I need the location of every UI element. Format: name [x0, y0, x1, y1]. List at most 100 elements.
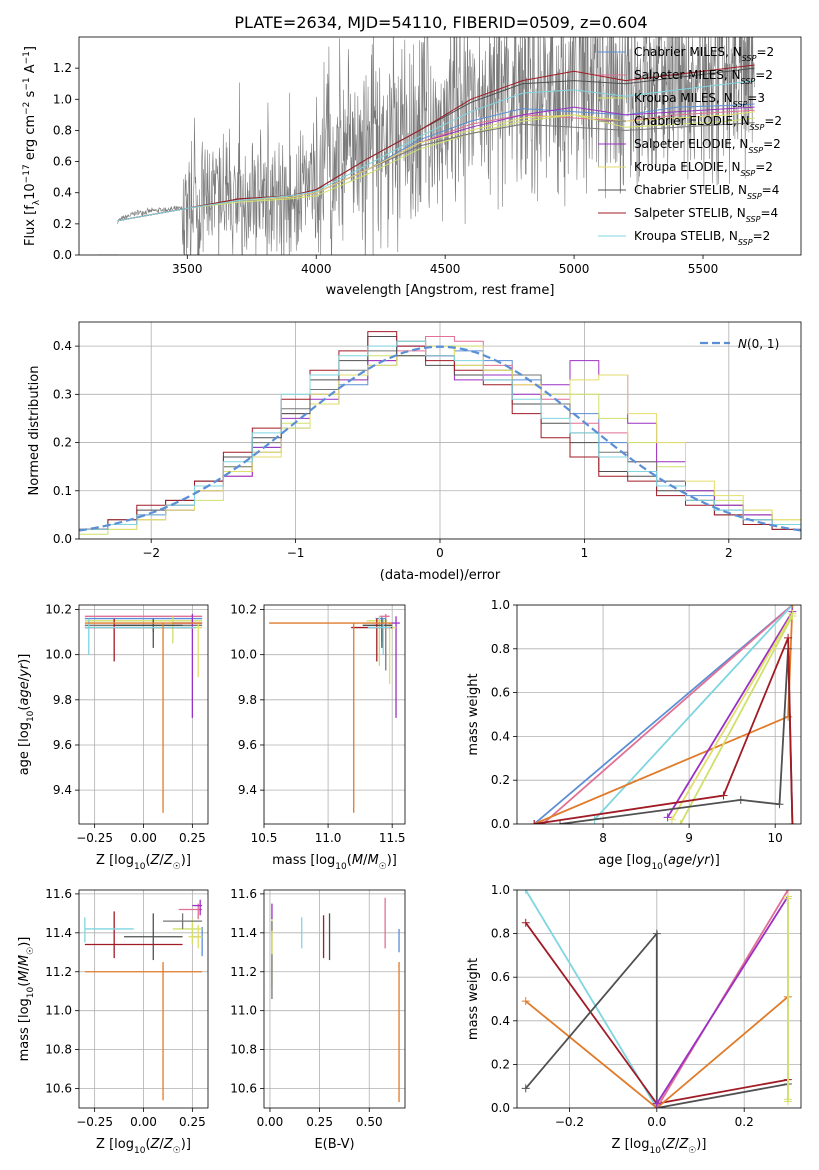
panel-mass-vs-EBV: 0.00 0.25 0.50 10.6 10.8 11.0 11.2 11.4 11.6 — [230, 887, 406, 1129]
y-tick-label: 10.6 — [45, 1082, 72, 1096]
x-tick-label: −1 — [287, 546, 305, 560]
x-tick-label: 0.25 — [179, 831, 206, 845]
series-line — [679, 615, 794, 824]
panel-age-vs-Z: −0.25 0.00 0.25 9.4 9.6 9.8 10.0 10.2 Z [log10(Z… — [17, 603, 209, 872]
y-tick-label: 11.0 — [230, 1004, 257, 1018]
y-axis-label: mass weight — [466, 673, 481, 755]
axes-frame — [78, 36, 802, 256]
x-tick-label: 1 — [581, 546, 589, 560]
axes-frame — [516, 889, 802, 1109]
y-tick-label: 10.8 — [45, 1043, 72, 1057]
x-axis-label: wavelength [Angstrom, rest frame] — [326, 283, 555, 298]
x-tick-label: 5000 — [559, 262, 590, 276]
y-tick-label: 0.0 — [53, 248, 72, 262]
y-tick-label: 0.6 — [491, 970, 510, 984]
y-tick-label: 11.2 — [45, 965, 72, 979]
y-tick-label: 0.2 — [53, 436, 72, 450]
y-axis-label: age [log10(age/yr)] — [17, 654, 36, 776]
y-tick-label: 9.6 — [53, 738, 72, 752]
x-tick-label: 10.5 — [251, 831, 278, 845]
series-line — [524, 890, 658, 1108]
plot-area — [517, 890, 801, 1108]
y-tick-label: 10.2 — [45, 603, 72, 617]
series-marker — [719, 791, 728, 800]
y-tick-label: 11.4 — [230, 926, 257, 940]
legend-entry: Chabrier STELIB, NSSP=4 — [634, 183, 779, 201]
legend-entry: Kroupa MILES, NSSP=3 — [634, 91, 765, 109]
tick-group: 10.5 11.0 11.5 9.4 9.6 9.8 10.0 10.2 — [230, 603, 405, 845]
tick-group: 8 9 10 0.0 0.2 0.4 0.6 0.8 1.0 — [491, 598, 783, 845]
series-marker — [775, 800, 784, 809]
tick-group: −2 −1 0 1 2 0.0 0.1 0.2 0.3 0.4 — [53, 339, 733, 560]
x-tick-label: 4000 — [301, 262, 332, 276]
series-marker — [521, 890, 530, 894]
y-tick-label: 0.4 — [53, 339, 72, 353]
x-axis-label: mass [log10(M/M☉)] — [272, 853, 397, 872]
y-tick-label: 1.0 — [53, 92, 72, 106]
x-tick-label: 5500 — [688, 262, 719, 276]
y-tick-label: 0.8 — [491, 927, 510, 941]
axes-frame — [78, 889, 209, 1109]
axes-frame — [263, 604, 406, 825]
x-tick-label: 11.0 — [315, 831, 342, 845]
series-marker — [788, 611, 797, 620]
x-tick-label: 0.25 — [306, 1115, 333, 1129]
axes-frame — [516, 604, 802, 825]
x-tick-label: 2 — [725, 546, 733, 560]
x-tick-label: 0.25 — [179, 1115, 206, 1129]
x-tick-label: 0.0 — [647, 1115, 666, 1129]
series-marker — [521, 997, 530, 1006]
y-tick-label: 0.6 — [491, 686, 510, 700]
panel-age-vs-mass: 10.5 11.0 11.5 9.4 9.6 9.8 10.0 10.2 mass [log10… — [230, 603, 405, 872]
series-line — [534, 637, 794, 824]
y-tick-label: 9.8 — [53, 693, 72, 707]
series-marker — [530, 820, 539, 824]
panel-spectrum: 3500 4000 4500 5000 5500 0.0 0.2 0.4 0.6 0.8 1.0 1.… — [22, 36, 802, 298]
y-tick-label: 0.0 — [491, 1101, 510, 1115]
y-axis-label: mass weight — [466, 958, 481, 1040]
y-tick-label: 0.0 — [53, 532, 72, 546]
x-axis-label: Z [log10(Z/Z☉)] — [96, 853, 191, 872]
y-tick-label: 0.4 — [53, 186, 72, 200]
series-line — [525, 931, 789, 1108]
x-tick-label: −0.2 — [555, 1115, 584, 1129]
tick-group: −0.2 0.0 0.2 0.0 0.2 0.4 0.6 0.8 1.0 — [491, 883, 754, 1129]
x-tick-label: 0.00 — [257, 1115, 284, 1129]
panel-massweight-vs-Z: −0.2 0.0 0.2 0.0 0.2 0.4 0.6 0.8 1.0 Z [log10(Z/Z… — [466, 883, 802, 1156]
model-line-kroupa-miles — [117, 114, 755, 222]
figure-title: PLATE=2634, MJD=54110, FIBERID=0509, z=0… — [234, 13, 647, 32]
x-axis-label: Z [log10(Z/Z☉)] — [612, 1137, 707, 1156]
y-axis-label: Normed distribution — [27, 366, 42, 496]
y-tick-label: 9.4 — [53, 783, 72, 797]
legend-entry: Chabrier ELODIE, NSSP=2 — [634, 114, 782, 132]
series-marker — [556, 820, 565, 824]
y-tick-label: 11.6 — [45, 887, 72, 901]
y-tick-label: 0.0 — [491, 817, 510, 831]
series-marker — [676, 820, 685, 824]
legend: N(0, 1) — [700, 337, 779, 351]
x-tick-label: 3500 — [172, 262, 203, 276]
legend-entry: Kroupa STELIB, NSSP=2 — [634, 229, 770, 247]
x-axis-label: Z [log10(Z/Z☉)] — [96, 1137, 191, 1156]
axes-frame — [78, 321, 802, 540]
axes-frame — [263, 889, 406, 1109]
model-line-kroupa-stelib — [117, 80, 755, 222]
y-tick-label: 11.0 — [45, 1004, 72, 1018]
tick-group: 3500 4000 4500 5000 5500 0.0 0.2 0.4 0.6 0.8 1.0 1.… — [53, 61, 718, 276]
panel-residuals: −2 −1 0 1 2 0.0 0.1 0.2 0.3 0.4 (data-model)/error… — [27, 321, 802, 583]
y-tick-label: 10.6 — [230, 1082, 257, 1096]
plot-area — [79, 605, 208, 824]
y-tick-label: 0.4 — [491, 1014, 510, 1028]
series-marker — [667, 815, 676, 824]
plot-area — [98, 37, 755, 255]
legend-entry: Salpeter MILES, NSSP=2 — [634, 68, 773, 86]
x-axis-label: (data-model)/error — [380, 568, 501, 583]
series-marker — [521, 918, 530, 927]
x-tick-label: 8 — [599, 831, 607, 845]
y-tick-label: 1.0 — [491, 883, 510, 897]
x-axis-label: age [log10(age/yr)] — [598, 853, 720, 872]
panels-container: 3500 4000 4500 5000 5500 0.0 0.2 0.4 0.6 0.8 1.0 1.… — [17, 36, 802, 1156]
series-line — [671, 613, 794, 821]
x-tick-label: 4500 — [430, 262, 461, 276]
